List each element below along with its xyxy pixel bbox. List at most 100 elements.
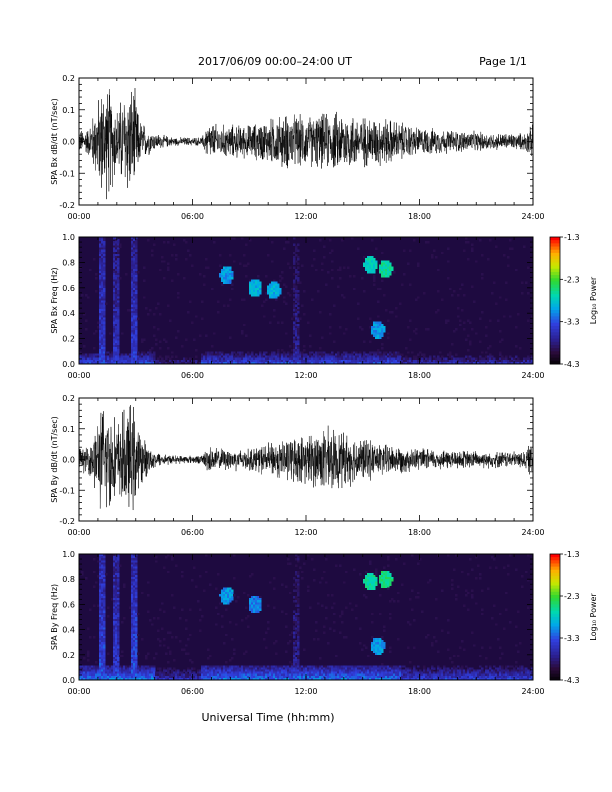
heatmap-cell — [231, 361, 234, 365]
heatmap-cell — [487, 359, 490, 363]
heatmap-cell — [497, 359, 500, 363]
heatmap-cell — [115, 317, 118, 320]
heatmap-cell — [295, 617, 298, 620]
heatmap-cell — [293, 287, 296, 291]
heatmap-cell — [257, 285, 260, 289]
heatmap-cell — [207, 266, 210, 270]
heatmap-cell — [249, 357, 252, 361]
heatmap-cell — [267, 604, 270, 607]
heatmap-cell — [347, 355, 350, 358]
heatmap-cell — [101, 659, 104, 662]
heatmap-cell — [103, 646, 106, 649]
heatmap-cell — [159, 359, 162, 363]
heatmap-cell — [267, 287, 270, 291]
heatmap-cell — [101, 617, 104, 620]
heatmap-cell — [89, 673, 92, 677]
heatmap-cell — [99, 298, 102, 301]
heatmap-cell — [191, 579, 194, 582]
heatmap-cell — [357, 677, 360, 681]
heatmap-cell — [293, 340, 296, 344]
heatmap-cell — [267, 671, 270, 674]
heatmap-cell — [99, 262, 102, 265]
heatmap-cell — [135, 596, 138, 599]
heatmap-cell — [425, 357, 428, 361]
heatmap-cell — [363, 669, 366, 672]
heatmap-cell — [251, 289, 254, 293]
heatmap-cell — [163, 277, 166, 280]
heatmap-cell — [295, 287, 298, 291]
heatmap-cell — [509, 247, 512, 250]
heatmap-cell — [117, 644, 120, 647]
heatmap-cell — [151, 667, 154, 670]
heatmap-cell — [369, 665, 372, 668]
colorbar-swatch — [550, 262, 560, 267]
heatmap-cell — [137, 355, 140, 358]
heatmap-cell — [99, 663, 102, 666]
heatmap-cell — [259, 671, 262, 674]
heatmap-cell — [163, 359, 166, 363]
heatmap-cell — [159, 340, 162, 344]
heatmap-cell — [297, 298, 300, 301]
heatmap-cell — [275, 287, 278, 291]
heatmap-cell — [177, 675, 180, 679]
heatmap-cell — [321, 604, 324, 607]
heatmap-cell — [297, 281, 300, 284]
heatmap-cell — [135, 642, 138, 645]
heatmap-cell — [297, 650, 300, 653]
heatmap-cell — [135, 268, 138, 272]
heatmap-cell — [133, 587, 136, 590]
heatmap-cell — [131, 661, 134, 664]
heatmap-cell — [295, 585, 298, 588]
heatmap-cell — [383, 677, 386, 681]
heatmap-cell — [99, 353, 102, 356]
heatmap-cell — [229, 270, 232, 274]
heatmap-cell — [187, 673, 190, 677]
heatmap-cell — [259, 677, 262, 681]
heatmap-cell — [277, 673, 280, 677]
heatmap-cell — [217, 677, 220, 681]
heatmap-cell — [117, 266, 120, 270]
heatmap-cell — [117, 558, 120, 561]
x-tick-label: 06:00 — [181, 371, 204, 380]
heatmap-cell — [243, 253, 246, 257]
heatmap-cell — [333, 602, 336, 605]
heatmap-cell — [487, 355, 490, 358]
heatmap-cell — [213, 665, 216, 668]
heatmap-cell — [437, 355, 440, 358]
heatmap-cell — [173, 659, 176, 662]
heatmap-cell — [295, 300, 298, 303]
heatmap-cell — [221, 598, 224, 601]
heatmap-cell — [281, 353, 284, 356]
heatmap-cell — [103, 638, 106, 641]
heatmap-cell — [101, 264, 104, 267]
heatmap-cell — [211, 675, 214, 679]
heatmap-cell — [377, 351, 380, 354]
heatmap-cell — [103, 570, 106, 574]
heatmap-cell — [115, 253, 118, 257]
heatmap-cell — [485, 334, 488, 337]
heatmap-cell — [113, 572, 116, 576]
heatmap-cell — [115, 579, 118, 582]
heatmap-cell — [237, 357, 240, 361]
heatmap-cell — [449, 359, 452, 363]
heatmap-cell — [131, 323, 134, 327]
heatmap-cell — [241, 671, 244, 674]
heatmap-cell — [133, 606, 136, 609]
heatmap-cell — [143, 667, 146, 670]
heatmap-cell — [293, 351, 296, 354]
heatmap-cell — [151, 677, 154, 681]
colorbar-swatch — [550, 287, 560, 292]
heatmap-cell — [485, 361, 488, 365]
heatmap-cell — [113, 260, 116, 263]
heatmap-cell — [391, 665, 394, 668]
heatmap-cell — [259, 673, 262, 677]
heatmap-cell — [131, 646, 134, 649]
heatmap-cell — [367, 353, 370, 356]
heatmap-cell — [99, 313, 102, 316]
heatmap-cell — [349, 667, 352, 670]
heatmap-cell — [353, 351, 356, 354]
heatmap-cell — [251, 608, 254, 611]
heatmap-cell — [139, 355, 142, 358]
heatmap-cell — [89, 671, 92, 674]
heatmap-cell — [117, 298, 120, 301]
